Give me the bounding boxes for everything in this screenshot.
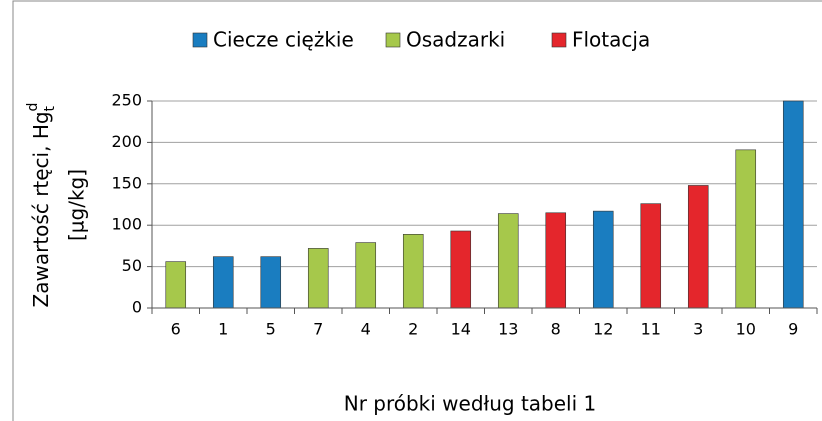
bar — [450, 230, 472, 309]
x-tick-label: 3 — [693, 320, 703, 339]
x-tick-label: 10 — [736, 320, 756, 339]
y-tick-label: 100 — [111, 215, 142, 234]
x-tick-label: 7 — [313, 320, 323, 339]
bar — [402, 234, 424, 309]
y-axis-title: Zawartość rtęci, Hgdt — [25, 103, 58, 308]
legend-label: Ciecze ciężkie — [213, 28, 354, 52]
y-tick-label: 150 — [111, 173, 142, 192]
x-tick-label: 12 — [593, 320, 613, 339]
y-axis-title-text: Zawartość rtęci, Hg — [29, 111, 53, 307]
y-axis-unit: [µg/kg] — [65, 169, 89, 241]
x-tick-label: 14 — [451, 320, 471, 339]
bar — [687, 185, 709, 309]
x-tick-label: 4 — [361, 320, 371, 339]
legend-label: Flotacja — [572, 28, 650, 52]
y-tick-label: 0 — [132, 298, 142, 317]
x-tick-label: 6 — [171, 320, 181, 339]
bar — [307, 248, 329, 309]
y-tick-label: 200 — [111, 132, 142, 151]
x-tick-label: 11 — [641, 320, 661, 339]
bar — [735, 149, 757, 309]
x-tick-label: 9 — [788, 320, 798, 339]
bar — [592, 210, 614, 309]
bar — [640, 203, 662, 309]
y-axis-title-sup: d — [25, 103, 41, 112]
y-tick-label: 50 — [122, 256, 142, 275]
x-tick-label: 2 — [408, 320, 418, 339]
legend-swatch — [551, 32, 567, 48]
bar — [212, 256, 234, 309]
bar — [497, 213, 519, 309]
x-axis-title: Nr próbki według tabeli 1 — [344, 392, 597, 416]
legend: Ciecze ciężkie Osadzarki Flotacja — [192, 28, 650, 52]
legend-label: Osadzarki — [406, 28, 505, 52]
chart-frame — [12, 0, 822, 421]
x-tick-label: 8 — [551, 320, 561, 339]
bar — [782, 100, 804, 309]
y-axis-title-sub: t — [42, 106, 58, 112]
x-tick-label: 13 — [498, 320, 518, 339]
legend-swatch — [385, 32, 401, 48]
bar — [165, 261, 187, 309]
bar — [545, 212, 567, 309]
bar — [355, 242, 377, 309]
x-tick-label: 1 — [218, 320, 228, 339]
y-tick-label: 250 — [111, 91, 142, 110]
legend-swatch — [192, 32, 208, 48]
bar — [260, 256, 282, 309]
x-tick-label: 5 — [266, 320, 276, 339]
